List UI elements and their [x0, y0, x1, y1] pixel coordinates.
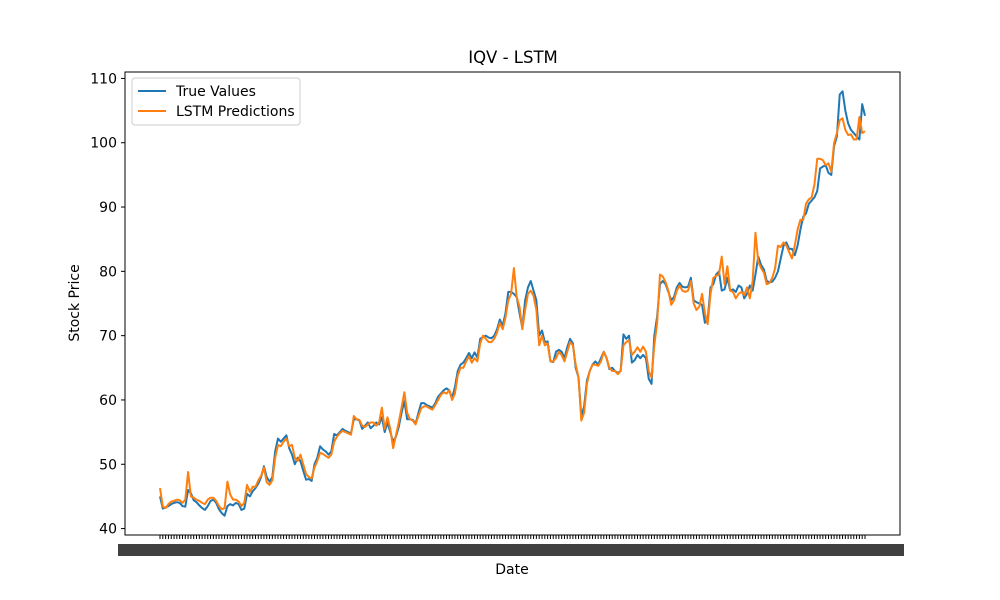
legend: True Values LSTM Predictions	[131, 77, 301, 126]
y-tick-label: 50	[99, 457, 117, 473]
y-axis: 40 50 60 70 80 90 100 110	[90, 71, 125, 538]
legend-box	[131, 77, 301, 126]
y-axis-label: Stock Price	[67, 264, 83, 341]
series-layer	[159, 90, 866, 517]
y-tick-label: 80	[99, 264, 117, 280]
plot-background	[125, 72, 900, 535]
legend-label-lstm-predictions: LSTM Predictions	[176, 104, 295, 120]
plot-frame	[124, 71, 901, 536]
series-line-lstm-predictions	[159, 116, 866, 511]
x-axis	[118, 535, 904, 556]
y-tick-label: 70	[99, 329, 117, 345]
y-tick-label: 60	[99, 393, 117, 409]
chart-title: IQV - LSTM	[468, 48, 558, 67]
y-tick-label: 100	[90, 136, 117, 152]
y-tick-label: 40	[99, 522, 117, 538]
plot-area	[124, 71, 901, 536]
y-tick-label: 90	[99, 200, 117, 216]
x-tick-labels-overlapping	[118, 544, 904, 556]
legend-label-true-values: True Values	[175, 84, 256, 100]
y-tick-label: 110	[90, 71, 117, 87]
x-axis-label: Date	[495, 562, 528, 578]
